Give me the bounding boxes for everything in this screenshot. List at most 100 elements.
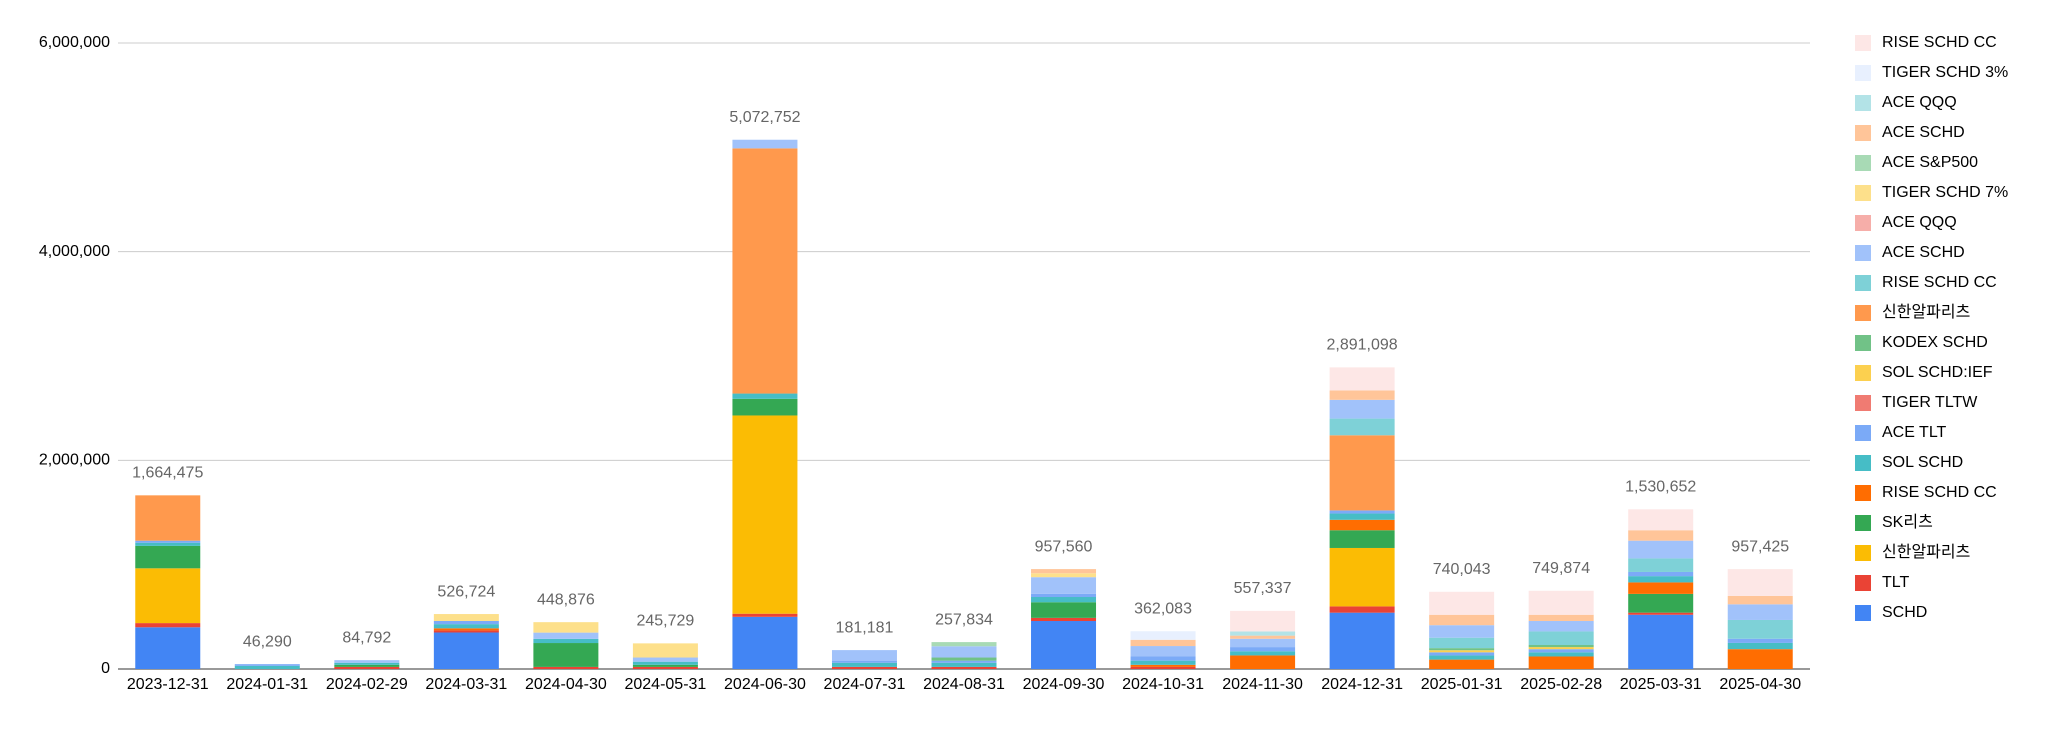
bar-segment	[1727, 649, 1793, 669]
bar-segment	[1031, 569, 1097, 574]
bar-segment	[1329, 513, 1395, 520]
x-tick-label: 2024-12-31	[1321, 676, 1403, 693]
total-label: 181,181	[836, 619, 894, 636]
total-label: 557,337	[1234, 580, 1292, 597]
bar-segment	[334, 666, 400, 669]
total-label: 362,083	[1134, 600, 1192, 617]
bar-segment	[433, 628, 499, 631]
total-label: 1,530,652	[1625, 479, 1696, 496]
bar-segment	[1031, 593, 1097, 598]
bar-segment	[1429, 650, 1495, 653]
bar-segment	[1628, 571, 1694, 577]
bar-segment	[1329, 367, 1395, 391]
x-tick-label: 2023-12-31	[127, 676, 209, 693]
bar-segment	[1031, 597, 1097, 603]
bar-segment	[732, 613, 798, 617]
bar-segment	[1130, 660, 1196, 665]
bar-segment	[1727, 642, 1793, 650]
total-label: 1,664,475	[132, 465, 203, 482]
bar-segment	[1628, 509, 1694, 531]
x-tick-label: 2024-05-31	[624, 676, 706, 693]
bar-segment	[1130, 631, 1196, 640]
bar-segment	[1429, 625, 1495, 638]
bar-segment	[1528, 631, 1594, 646]
bar-segment	[433, 624, 499, 629]
bar-segment	[831, 650, 897, 661]
bar-segment	[234, 664, 300, 666]
bar-segment	[135, 542, 201, 546]
bar-segment	[334, 662, 400, 665]
bar-segment	[135, 568, 201, 624]
x-tick-label: 2024-04-30	[525, 676, 607, 693]
bar-segment	[1031, 573, 1097, 578]
legend-swatch	[1855, 185, 1871, 201]
bar-segment	[1230, 610, 1296, 632]
bar-segment	[1727, 619, 1793, 639]
total-label: 740,043	[1433, 561, 1491, 578]
bar-segment	[931, 662, 997, 667]
bar-segment	[1230, 647, 1296, 652]
bar-segment	[1528, 645, 1594, 648]
y-tick-label: 6,000,000	[39, 34, 110, 51]
bar-segment	[135, 627, 201, 669]
bar-segment	[1230, 638, 1296, 648]
bar-segment	[831, 662, 897, 667]
bar-segment	[632, 643, 698, 658]
legend-swatch	[1855, 455, 1871, 471]
bar-segment	[433, 632, 499, 669]
bar-segment	[1628, 530, 1694, 541]
legend-label: ACE SCHD	[1882, 244, 1965, 261]
legend-swatch	[1855, 275, 1871, 291]
bar-segment	[1628, 558, 1694, 572]
legend-swatch	[1855, 605, 1871, 621]
x-tick-label: 2025-02-28	[1520, 676, 1602, 693]
x-tick-label: 2025-04-30	[1719, 676, 1801, 693]
bar-segment	[1130, 639, 1196, 647]
bar-segment	[632, 661, 698, 665]
legend-swatch	[1855, 305, 1871, 321]
bar-segment	[1628, 614, 1694, 669]
total-label: 957,425	[1731, 538, 1789, 555]
legend-label: ACE S&P500	[1882, 154, 1978, 171]
bar-segment	[1628, 612, 1694, 615]
bar-segment	[732, 148, 798, 394]
legend-label: SK리츠	[1882, 513, 1933, 531]
bar-segment	[234, 665, 300, 669]
bar-segment	[135, 545, 201, 569]
bar-segment	[632, 666, 698, 669]
bar-segment	[1230, 655, 1296, 669]
legend-swatch	[1855, 155, 1871, 171]
bar-segment	[1031, 617, 1097, 622]
legend-swatch	[1855, 365, 1871, 381]
bar-segment	[1031, 621, 1097, 669]
bar-segment	[1329, 547, 1395, 607]
legend-swatch	[1855, 65, 1871, 81]
total-label: 957,560	[1035, 538, 1093, 555]
bar-segment	[1329, 390, 1395, 400]
bar-segment	[831, 660, 897, 663]
bar-segment	[1429, 655, 1495, 660]
legend-swatch	[1855, 575, 1871, 591]
x-tick-label: 2024-10-31	[1122, 676, 1204, 693]
legend-label: TIGER TLTW	[1882, 394, 1978, 411]
x-tick-label: 2024-08-31	[923, 676, 1005, 693]
bar-segment	[1130, 656, 1196, 661]
bar-segment	[533, 622, 599, 633]
bar-segment	[1628, 582, 1694, 594]
bar-segment	[1329, 399, 1395, 419]
total-label: 448,876	[537, 591, 595, 608]
bar-segment	[732, 398, 798, 416]
bar-segment	[632, 657, 698, 662]
legend-label: 신한알파리츠	[1882, 303, 1970, 321]
bar-segment	[1628, 576, 1694, 583]
bar-segment	[1429, 591, 1495, 615]
bar-segment	[931, 660, 997, 663]
legend-swatch	[1855, 545, 1871, 561]
bar-segment	[1727, 595, 1793, 605]
bar-segment	[1031, 602, 1097, 618]
y-tick-label: 0	[101, 660, 110, 677]
x-tick-label: 2024-02-29	[326, 676, 408, 693]
bar-segment	[135, 540, 201, 543]
bar-segment	[1130, 646, 1196, 657]
